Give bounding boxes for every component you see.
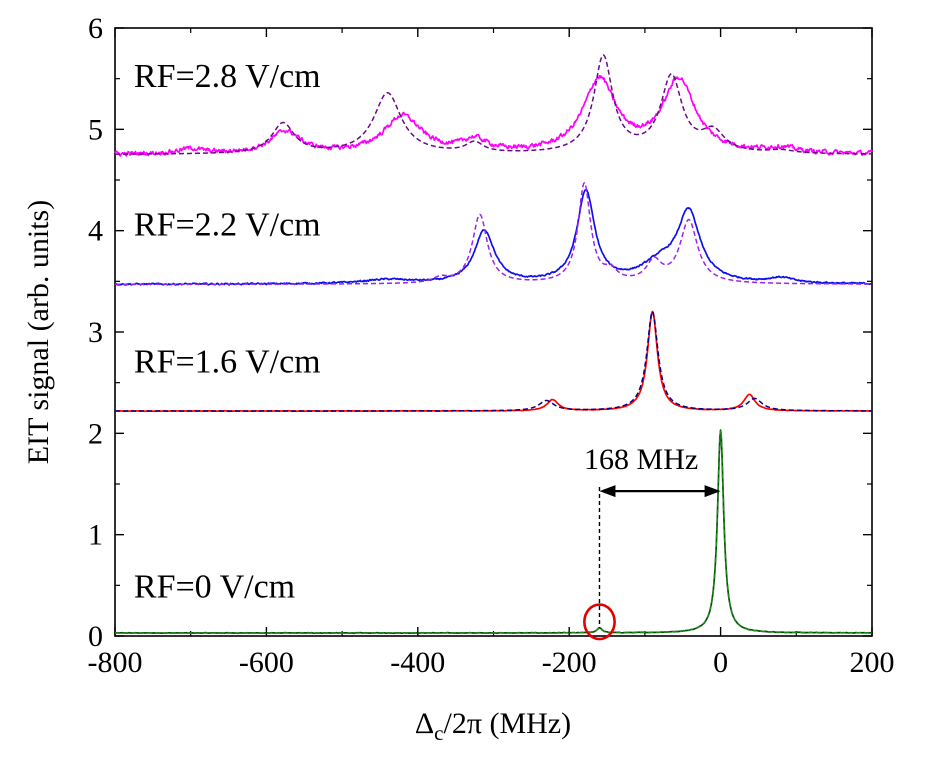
y-tick-label: 0 <box>88 620 103 653</box>
x-axis-title: Δc/2π (MHz) <box>415 707 571 745</box>
x-tick-label: -400 <box>390 646 445 679</box>
x-tick-label: -200 <box>542 646 597 679</box>
axis-ticks: -800 -600 -400 -200 0 200 0 1 2 3 4 5 6 <box>88 12 895 679</box>
y-tick-label: 5 <box>88 113 103 146</box>
plot-frame <box>114 27 873 637</box>
x-tick-label: -800 <box>88 646 143 679</box>
series-measured-rf-2-2-v-cm <box>114 188 873 286</box>
arrow-head-left <box>599 485 616 498</box>
y-tick-label: 1 <box>88 519 103 552</box>
series-label: RF=0 V/cm <box>134 568 295 605</box>
highlight-circle <box>583 603 616 641</box>
y-tick-label: 3 <box>88 316 103 349</box>
separation-label: 168 MHz <box>584 443 698 476</box>
x-tick-label: 0 <box>713 646 728 679</box>
series-label: RF=2.8 V/cm <box>134 58 321 95</box>
y-axis-title: EIT signal (arb. units) <box>22 200 55 464</box>
series-fit-rf-1-6-v-cm <box>115 310 872 412</box>
series-label: RF=2.2 V/cm <box>134 207 321 244</box>
series-fit-rf-2-2-v-cm <box>115 181 872 286</box>
y-tick-label: 6 <box>88 12 103 45</box>
arrow-head-right <box>704 485 721 498</box>
x-tick-label: 200 <box>850 646 895 679</box>
x-tick-label: -600 <box>239 646 294 679</box>
series-label: RF=1.6 V/cm <box>134 344 321 381</box>
series-fit-rf-2-8-v-cm <box>114 54 873 155</box>
annotation-layer: 168 MHz <box>583 443 721 641</box>
y-tick-label: 2 <box>88 417 103 450</box>
y-tick-label: 4 <box>88 215 103 248</box>
series-layer: RF=0 V/cm RF=1.6 V/cm RF=2.2 V/cm RF=2.8 V/… <box>114 54 873 635</box>
series-measured-rf-2-8-v-cm <box>114 75 873 157</box>
series-fit-rf-0-v-cm <box>115 430 872 634</box>
